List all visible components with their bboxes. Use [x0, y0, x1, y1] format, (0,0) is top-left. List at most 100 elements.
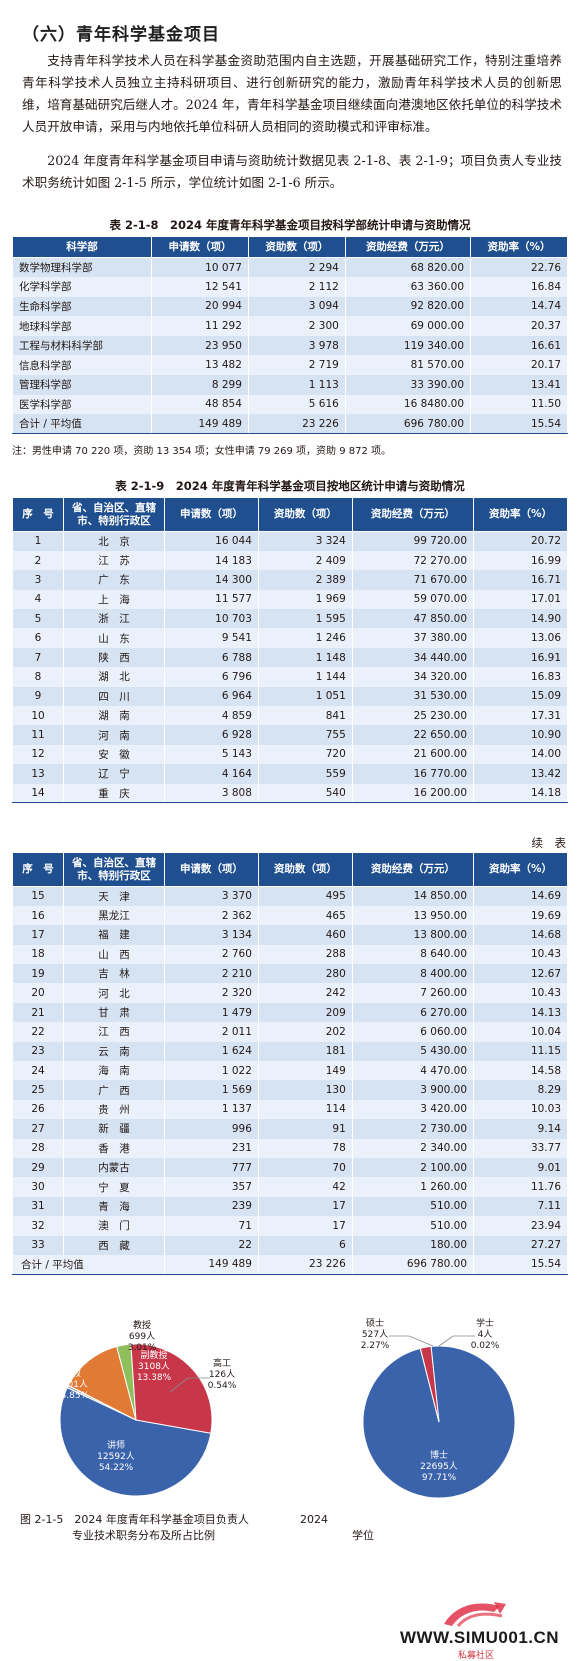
table-cell: 11 292 [151, 316, 249, 336]
table-cell: 14 300 [164, 570, 259, 590]
col-header-region: 省、自治区、直辖市、特别行政区 [63, 497, 165, 532]
table-cell: 72 270.00 [351, 550, 475, 571]
table-cell: 280 [257, 964, 353, 984]
table-cell: 10.43 [473, 983, 568, 1003]
table-cell: 合计 / 平均值 [12, 1254, 165, 1275]
table-cell: 甘 肃 [63, 1002, 165, 1023]
table-cell: 720 [257, 744, 353, 765]
table-cell: 2 340.00 [351, 1138, 475, 1158]
table-cell: 云 南 [63, 1041, 165, 1062]
table-cell: 14.18 [473, 783, 568, 804]
pie-label: 高工 [213, 1357, 231, 1369]
table-cell: 10 703 [164, 609, 259, 629]
table-row: 合计 / 平均值 149 489 23 226 696 780.00 15.54 [12, 1254, 568, 1275]
table-cell: 20.37 [470, 316, 568, 336]
table-cell: 31 530.00 [351, 686, 475, 707]
table-cell: 管理科学部 [12, 375, 152, 395]
pie-slice [67, 1345, 137, 1421]
table-cell: 239 [164, 1196, 259, 1217]
col-header-funding: 资助经费（万元） [344, 236, 472, 258]
table-cell: 2 320 [164, 983, 259, 1003]
table-cell: 1 051 [257, 686, 353, 707]
table-row: 33 西 藏 22 6 180.00 27.27 [12, 1235, 568, 1255]
table-row: 工程与材料科学部 23 950 3 978 119 340.00 16.61 [12, 335, 568, 356]
table-cell: 209 [257, 1002, 353, 1023]
table-cell: 181 [257, 1041, 353, 1062]
table-cell: 68 820.00 [344, 257, 472, 278]
table-row: 30 宁 夏 357 42 1 260.00 11.76 [12, 1177, 568, 1197]
table-cell: 安 徽 [63, 744, 165, 765]
table-219-continued: 序 号 省、自治区、直辖市、特别行政区 申请数（项） 资助数（项） 资助经费（万… [12, 852, 568, 1275]
table-cell: 69 000.00 [344, 316, 472, 336]
col-header-funding: 资助经费（万元） [351, 497, 475, 532]
table-cell: 755 [257, 725, 353, 745]
table-cell: 河 南 [63, 725, 165, 745]
pie-slice [130, 1343, 213, 1434]
table-cell: 29 [12, 1157, 64, 1178]
pie-slice [419, 1345, 440, 1423]
table-cell: 841 [257, 706, 353, 726]
summary-paragraph: 2024 年度青年科学基金项目申请与资助统计数据见表 2-1-8、表 2-1-9… [22, 153, 562, 190]
table-cell: 3 094 [247, 296, 346, 317]
table-cell: 1 113 [247, 375, 346, 395]
table-cell: 16.83 [473, 667, 568, 687]
table-cell: 71 [164, 1216, 259, 1236]
table-cell: 21 600.00 [351, 744, 475, 765]
watermark-logo-icon [444, 1602, 506, 1628]
table-219: 序 号 省、自治区、直辖市、特别行政区 申请数（项） 资助数（项） 资助经费（万… [12, 497, 568, 804]
table-cell: 14 850.00 [351, 886, 475, 906]
table-cell: 20 994 [151, 296, 249, 317]
table-cell: 10.90 [473, 725, 568, 745]
table-cell: 13.06 [473, 628, 568, 648]
table-cell: 357 [164, 1177, 259, 1197]
table-cell: 8 400.00 [351, 964, 475, 984]
table-cell: 16 044 [164, 531, 259, 551]
table-cell: 3 370 [164, 886, 259, 906]
table-cell: 15.09 [473, 686, 568, 707]
table-218: 科学部 申请数（项） 资助数（项） 资助经费（万元） 资助率（%） 数学物理科学… [12, 236, 568, 435]
table-cell: 15.54 [473, 1254, 568, 1275]
table-cell: 1 144 [257, 667, 353, 687]
table-cell: 6 964 [164, 686, 259, 707]
pie-pct-label: 2.27% [361, 1341, 390, 1351]
table-cell: 上 海 [63, 589, 165, 610]
table-row: 27 新 疆 996 91 2 730.00 9.14 [12, 1119, 568, 1139]
table-cell: 11.50 [470, 394, 568, 415]
table-cell: 山 东 [63, 628, 165, 648]
table-cell: 江 苏 [63, 550, 165, 571]
table-cell: 工程与材料科学部 [12, 335, 152, 356]
table-cell: 3 [12, 570, 64, 590]
table-cell: 12 541 [151, 277, 249, 297]
pie-pct-label: 3.01% [128, 1343, 157, 1353]
pie-label: 讲师 [107, 1439, 125, 1451]
table-cell: 9 541 [164, 628, 259, 648]
table-cell: 海 南 [63, 1061, 165, 1081]
table-cell: 14.69 [473, 886, 568, 906]
table-cell: 黑龙江 [63, 905, 165, 926]
table-cell: 3 420.00 [351, 1099, 475, 1120]
table-cell: 17.31 [473, 706, 568, 726]
pie-count-label: 126人 [209, 1369, 235, 1380]
table-cell: 合计 / 平均值 [12, 414, 152, 435]
table-cell: 16 770.00 [351, 764, 475, 784]
table-cell: 2 719 [247, 355, 346, 376]
table-cell: 149 [257, 1061, 353, 1081]
table-cell: 5 [12, 609, 64, 629]
table-cell: 河 北 [63, 983, 165, 1003]
table-cell: 14 183 [164, 550, 259, 571]
pie-count-label: 3108人 [138, 1361, 170, 1372]
table-row: 化学科学部 12 541 2 112 63 360.00 16.84 [12, 277, 568, 297]
table-cell: 2 730.00 [351, 1119, 475, 1139]
table-cell: 2 409 [257, 550, 353, 571]
table-row: 31 青 海 239 17 510.00 7.11 [12, 1196, 568, 1217]
table-cell: 19 [12, 964, 64, 984]
table-cell: 14.00 [473, 744, 568, 765]
table-cell: 130 [257, 1080, 353, 1100]
